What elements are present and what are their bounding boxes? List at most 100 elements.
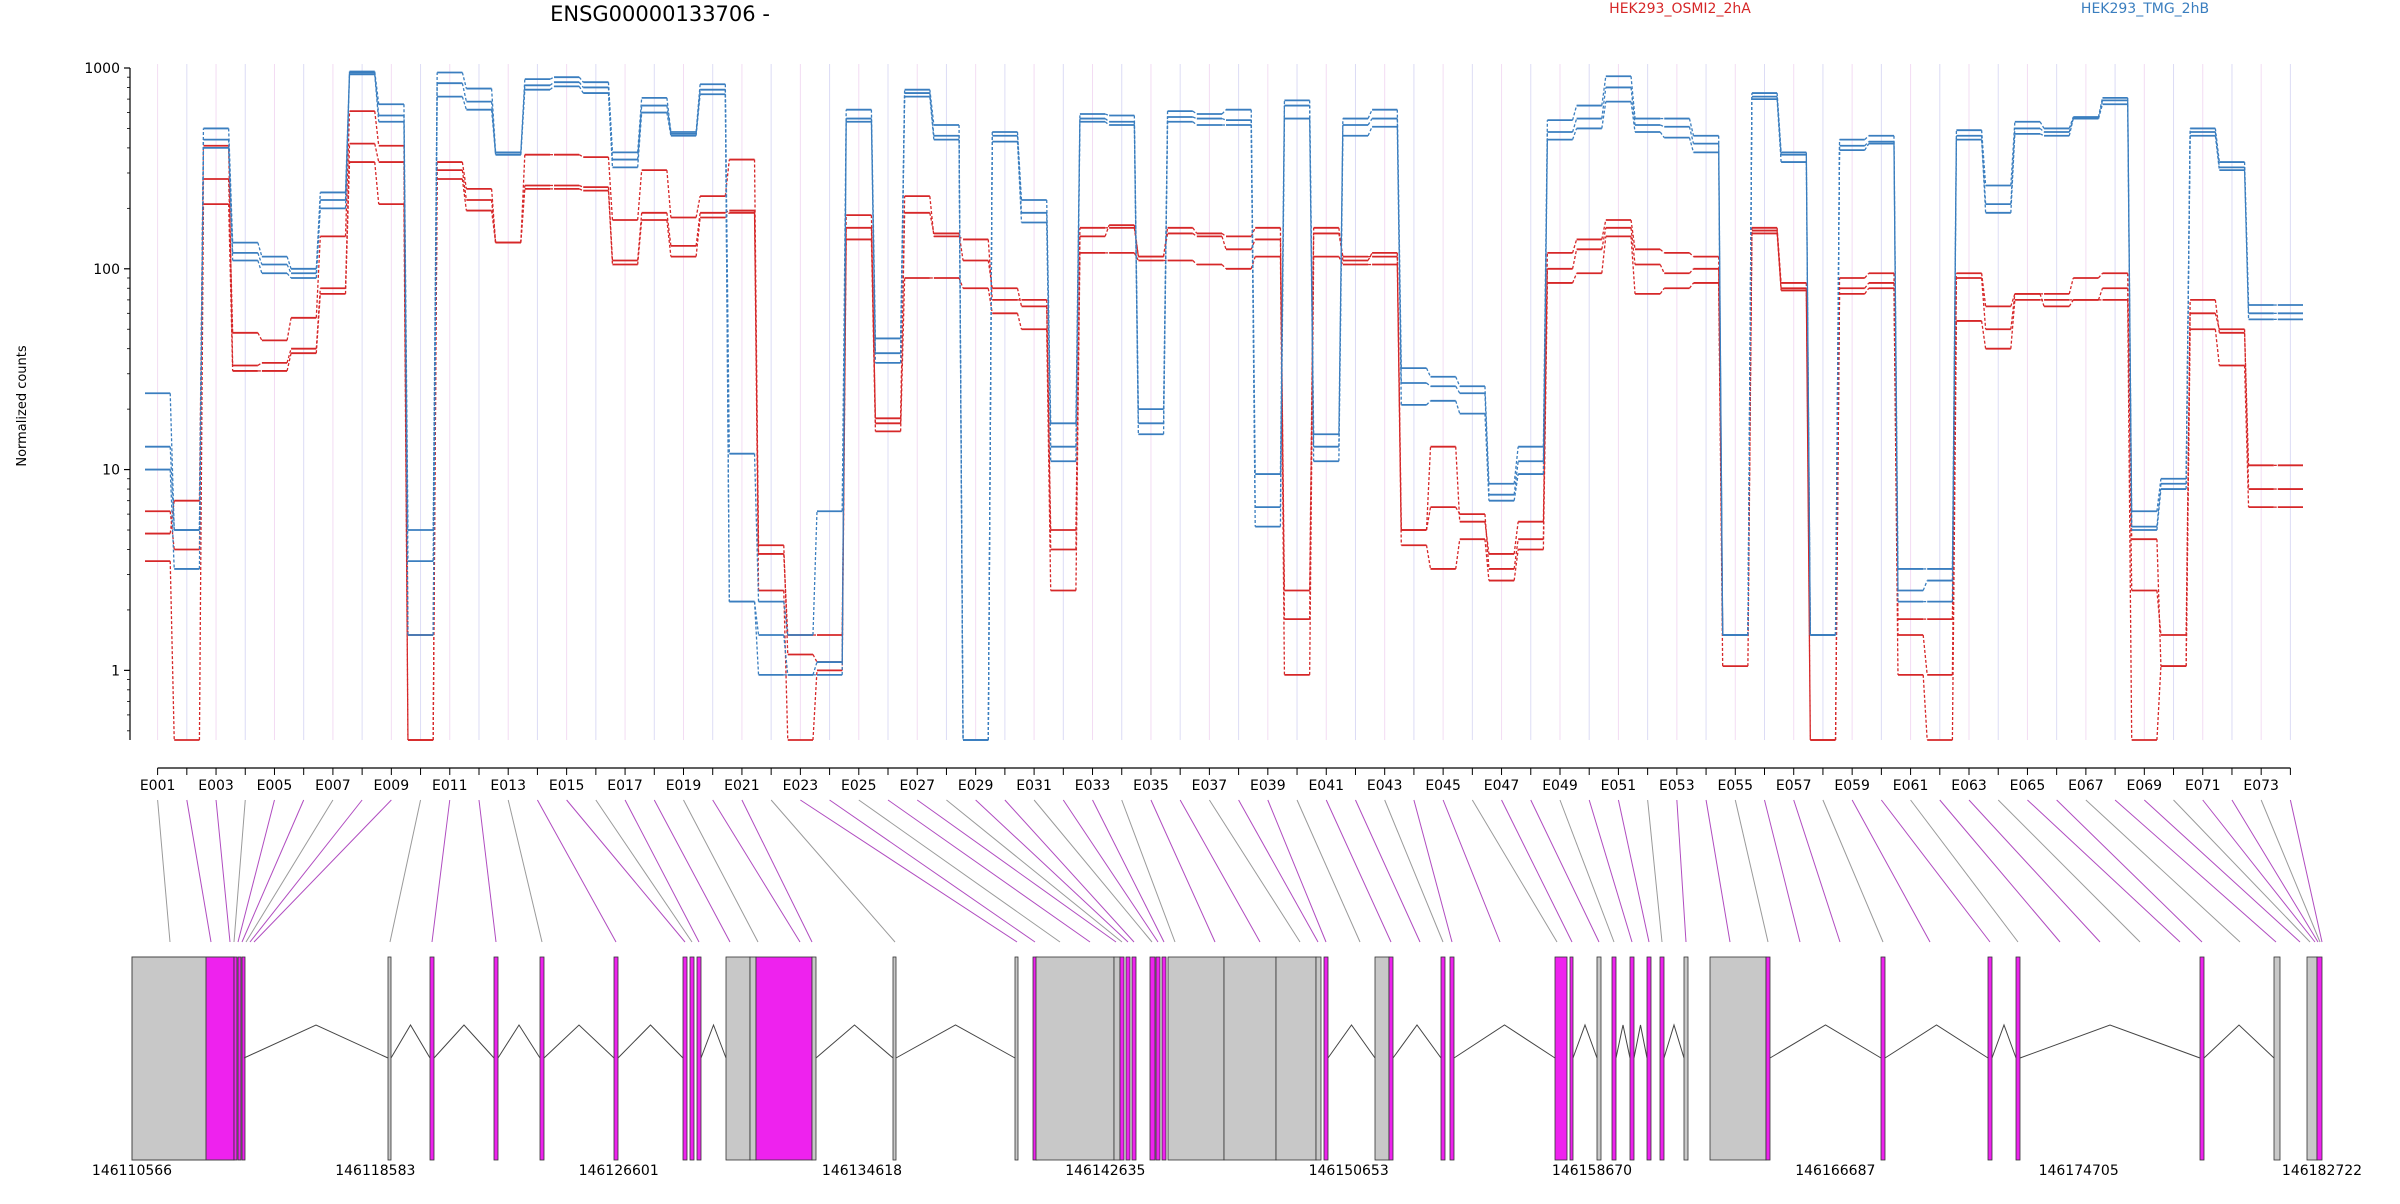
series-transition <box>257 242 263 257</box>
series-transition <box>1951 139 1958 602</box>
series-transition <box>2185 329 2191 667</box>
series-transition <box>1192 116 1198 120</box>
exon-connector <box>624 799 700 943</box>
series-transition <box>1046 306 1052 531</box>
series-transition <box>1455 446 1461 522</box>
series-transition <box>257 362 263 367</box>
series-transition <box>169 469 175 569</box>
x-tick-label: E067 <box>2068 778 2104 794</box>
exon-connector <box>431 799 451 943</box>
exon-block <box>1014 956 1019 1161</box>
exon-connector <box>1150 799 1216 943</box>
series-transition <box>607 93 614 168</box>
series-transition <box>374 143 380 163</box>
exon-connector <box>2289 799 2323 943</box>
series-transition <box>1688 137 1695 153</box>
series-transition <box>1980 139 1987 213</box>
series-transition <box>1367 252 1373 261</box>
exon-block <box>689 956 695 1161</box>
series-transition <box>1279 239 1286 591</box>
series-transition <box>2243 365 2250 508</box>
genomic-tick-label: 146166687 <box>1795 1163 1875 1179</box>
exon-block <box>539 956 545 1161</box>
exon-connector <box>1997 799 2141 943</box>
genomic-tick-label: 146126601 <box>579 1163 659 1179</box>
series-transition <box>1776 99 1782 163</box>
x-tick-label: E007 <box>315 778 351 794</box>
exon-block <box>2273 956 2281 1161</box>
series-transition <box>1630 87 1636 126</box>
series-transition <box>1484 413 1490 501</box>
exon-connector <box>946 799 1123 943</box>
exon-connector <box>2085 799 2241 943</box>
series-transition <box>1192 110 1198 115</box>
series-transition <box>2156 590 2162 636</box>
exon-connector <box>478 799 497 943</box>
exon-connector <box>916 799 1117 943</box>
series-transition <box>1279 118 1286 527</box>
exon-block <box>1275 956 1317 1161</box>
series-transition <box>1046 200 1052 424</box>
series-transition <box>2010 293 2016 307</box>
genomic-tick-label: 146158670 <box>1552 1163 1632 1179</box>
exon-block <box>1646 956 1652 1161</box>
genomic-tick-label: 146150653 <box>1309 1163 1389 1179</box>
exon-connector <box>2173 799 2311 943</box>
series-transition <box>1075 252 1081 591</box>
series-transition <box>1104 118 1110 123</box>
series-transition <box>1425 545 1432 570</box>
exon-connector <box>1355 799 1421 943</box>
exon-block <box>1611 956 1617 1161</box>
series-transition <box>1221 232 1227 237</box>
series-transition <box>812 670 818 741</box>
exon-connector <box>1617 799 1650 943</box>
exon-connector <box>186 799 212 943</box>
x-tick-label: E061 <box>1893 778 1929 794</box>
series-transition <box>490 210 497 243</box>
series-transition <box>520 188 526 243</box>
exon-block <box>1167 956 1225 1161</box>
exon-connector <box>1676 799 1687 943</box>
x-tick-label: E053 <box>1659 778 1695 794</box>
intron-line <box>1884 1024 1989 1059</box>
exon-connector <box>1062 799 1159 943</box>
intron-line <box>543 1024 615 1059</box>
series-transition <box>929 196 935 237</box>
series-transition <box>1455 385 1461 394</box>
series-transition <box>2127 299 2133 741</box>
series-transition <box>490 101 497 155</box>
intron-line <box>895 1024 1016 1059</box>
series-transition <box>1425 507 1432 531</box>
exon-connector <box>1939 799 2061 943</box>
y-tick-label: 1000 <box>84 61 120 77</box>
series-transition <box>1864 141 1870 147</box>
series-transition <box>666 97 672 133</box>
series-transition <box>1513 473 1519 501</box>
series-transition <box>1688 268 1694 274</box>
series-transition <box>1104 113 1110 117</box>
exon-connectors <box>157 799 2323 943</box>
series-transition <box>286 264 292 274</box>
series-transition <box>520 89 526 155</box>
series-transition <box>1688 118 1695 136</box>
exon-connector <box>1822 799 1884 943</box>
series-transition <box>1513 521 1519 555</box>
exon-block <box>1149 956 1156 1161</box>
series-transition <box>490 88 497 153</box>
x-tick-label: E039 <box>1250 778 1286 794</box>
series-transition <box>344 162 351 294</box>
series-transition <box>1338 256 1344 265</box>
intron-line <box>433 1024 495 1059</box>
series-transition <box>169 511 175 550</box>
exon-connector <box>2143 799 2301 943</box>
exon-connector <box>829 799 1036 943</box>
intron-line <box>1572 1023 1598 1059</box>
series-transition <box>403 204 409 741</box>
series-transition <box>1221 109 1227 115</box>
series-transition <box>666 212 672 246</box>
series-transition <box>1864 282 1870 289</box>
exon-connector <box>800 799 1018 943</box>
series-transition <box>812 654 818 663</box>
series-transition <box>1367 118 1373 126</box>
series-transition <box>1659 264 1665 274</box>
